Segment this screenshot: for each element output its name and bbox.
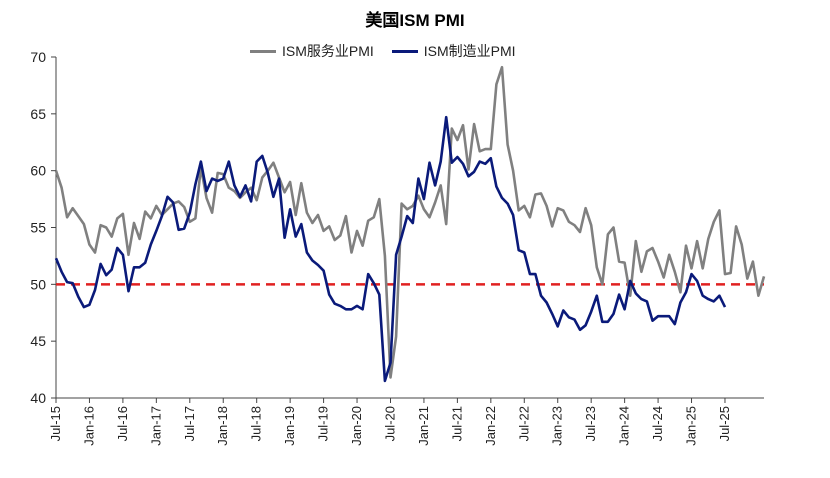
x-tick-label: Jan-25 — [684, 406, 699, 446]
series-line-services — [54, 65, 766, 379]
legend-label-services: ISM服务业PMI — [282, 43, 374, 59]
y-tick-label: 45 — [30, 333, 46, 349]
x-tick-label: Jan-24 — [617, 406, 632, 446]
x-tick-label: Jul-15 — [48, 406, 63, 441]
y-tick-label: 65 — [30, 106, 46, 122]
x-tick-label: Jul-18 — [249, 406, 264, 441]
x-tick-label: Jan-19 — [282, 406, 297, 446]
x-tick-label: Jul-20 — [382, 406, 397, 441]
chart-title: 美国ISM PMI — [365, 11, 465, 30]
x-tick-label: Jan-22 — [483, 406, 498, 446]
x-tick-label: Jul-21 — [449, 406, 464, 441]
x-tick-label: Jan-20 — [349, 406, 364, 446]
x-tick-label: Jan-21 — [416, 406, 431, 446]
y-tick-label: 50 — [30, 276, 46, 292]
x-tick-label: Jul-25 — [717, 406, 732, 441]
y-tick-label: 60 — [30, 163, 46, 179]
legend-swatch-manufacturing — [391, 49, 418, 53]
x-tick-label: Jan-17 — [148, 406, 163, 446]
x-tick-label: Jan-18 — [215, 406, 230, 446]
x-tick-label: Jul-22 — [516, 406, 531, 441]
legend-item-manufacturing: ISM制造业PMI — [391, 41, 516, 61]
legend: ISM服务业PMI ISM制造业PMI — [250, 40, 580, 62]
legend-item-services: ISM服务业PMI — [250, 41, 374, 61]
legend-swatch-services — [250, 49, 276, 53]
y-tick-label: 70 — [30, 49, 46, 65]
x-tick-label: Jan-23 — [550, 406, 565, 446]
y-tick-label: 40 — [30, 390, 46, 406]
x-tick-label: Jan-16 — [81, 406, 96, 446]
legend-label-manufacturing: ISM制造业PMI — [423, 43, 516, 59]
x-tick-label: Jul-19 — [316, 406, 331, 441]
series-line-manufacturing — [54, 115, 727, 383]
y-tick-label: 55 — [30, 220, 46, 236]
x-tick-label: Jul-23 — [583, 406, 598, 441]
x-tick-label: Jul-16 — [115, 406, 130, 441]
x-tick-label: Jul-17 — [182, 406, 197, 441]
x-tick-label: Jul-24 — [650, 406, 665, 441]
